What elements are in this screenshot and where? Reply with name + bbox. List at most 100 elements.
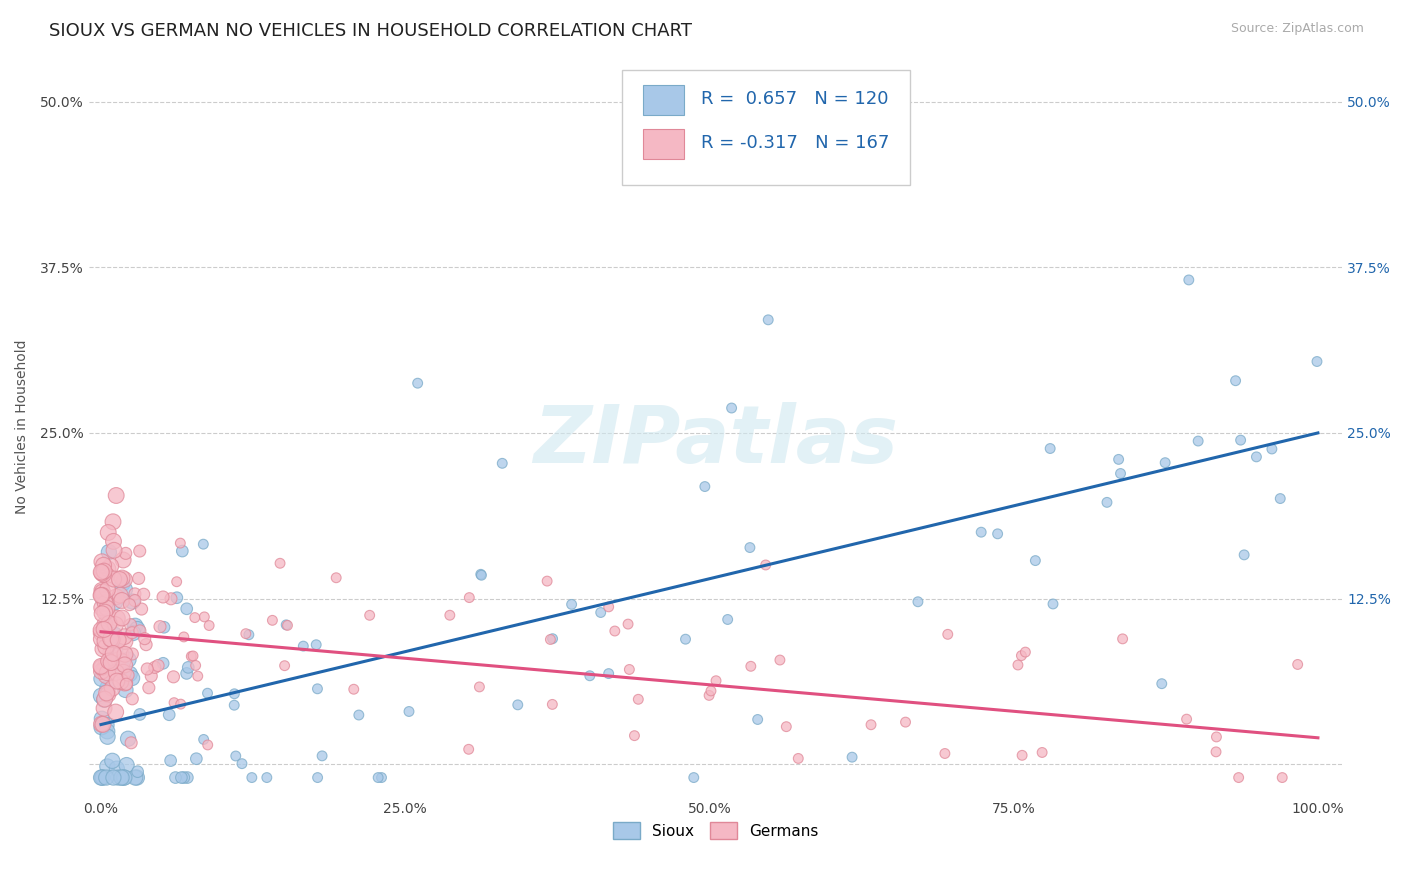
Sioux [470, 568, 492, 582]
Sioux [224, 687, 246, 701]
Germans [704, 673, 727, 688]
Germans [110, 647, 132, 661]
Sioux [1306, 354, 1329, 368]
Sioux [96, 724, 118, 739]
Sioux [159, 754, 181, 768]
Germans [94, 596, 117, 610]
Germans [97, 687, 120, 701]
Germans [114, 676, 136, 690]
Sioux [756, 313, 779, 327]
Germans [136, 662, 159, 676]
Text: SIOUX VS GERMAN NO VEHICLES IN HOUSEHOLD CORRELATION CHART: SIOUX VS GERMAN NO VEHICLES IN HOUSEHOLD… [49, 22, 692, 40]
Sioux [682, 771, 704, 785]
Germans [90, 555, 112, 569]
Germans [96, 582, 118, 597]
Sioux [153, 620, 176, 634]
Sioux [1246, 450, 1268, 464]
Germans [457, 742, 479, 756]
Sioux [276, 618, 298, 632]
Sioux [1024, 553, 1046, 567]
Germans [740, 659, 762, 673]
Germans [131, 602, 153, 616]
Germans [90, 588, 112, 602]
Sioux [506, 698, 529, 712]
Bar [643, 129, 685, 159]
Sioux [173, 771, 195, 785]
Germans [93, 567, 115, 582]
Sioux [104, 628, 127, 642]
Sioux [118, 666, 141, 681]
Germans [184, 610, 207, 624]
Germans [105, 611, 128, 625]
Germans [135, 638, 157, 652]
Sioux [1270, 491, 1292, 506]
Sioux [96, 681, 118, 695]
Germans [141, 669, 163, 683]
Germans [128, 571, 150, 585]
Sioux [470, 567, 492, 582]
Germans [108, 652, 131, 666]
Germans [93, 664, 115, 678]
Sioux [1233, 548, 1256, 562]
Sioux [90, 672, 112, 686]
Sioux [1150, 676, 1173, 690]
Sioux [307, 771, 329, 785]
Germans [143, 660, 166, 674]
Sioux [1225, 374, 1247, 388]
Sioux [90, 720, 112, 734]
Germans [603, 624, 626, 638]
Germans [96, 601, 118, 615]
Legend: Sioux, Germans: Sioux, Germans [606, 815, 825, 846]
Sioux [90, 689, 112, 703]
Germans [121, 691, 143, 706]
Germans [103, 572, 125, 586]
Sioux [305, 638, 328, 652]
Germans [1010, 648, 1032, 663]
Sioux [193, 732, 215, 747]
Sioux [112, 771, 135, 785]
Germans [97, 562, 120, 576]
Sioux [112, 771, 135, 785]
Sioux [97, 730, 120, 744]
Sioux [91, 592, 114, 607]
Sioux [157, 707, 180, 722]
Germans [94, 605, 117, 619]
Germans [108, 573, 131, 587]
Germans [97, 654, 120, 668]
Sioux [107, 771, 129, 785]
Germans [1175, 712, 1198, 726]
Germans [101, 681, 124, 696]
Germans [97, 656, 120, 670]
Sioux [1154, 456, 1177, 470]
Sioux [101, 640, 124, 654]
Germans [111, 655, 134, 669]
Germans [114, 546, 136, 560]
Germans [100, 559, 122, 574]
Sioux [1178, 273, 1201, 287]
Germans [173, 630, 195, 644]
Sioux [128, 707, 150, 722]
Germans [132, 587, 155, 601]
Germans [166, 574, 188, 589]
Germans [198, 618, 221, 632]
Germans [1011, 748, 1033, 763]
Germans [110, 674, 132, 689]
Germans [90, 623, 112, 637]
Sioux [90, 712, 112, 726]
Sioux [720, 401, 742, 415]
Germans [115, 677, 138, 691]
Germans [91, 566, 114, 581]
Germans [128, 624, 150, 638]
Sioux [176, 771, 198, 785]
Germans [197, 738, 219, 752]
Germans [105, 665, 128, 680]
Sioux [747, 713, 769, 727]
Germans [90, 660, 112, 674]
Sioux [111, 771, 134, 785]
Germans [169, 536, 191, 550]
Germans [276, 618, 298, 632]
Germans [598, 599, 620, 614]
Sioux [176, 601, 198, 615]
Germans [700, 684, 723, 698]
Sioux [240, 771, 263, 785]
